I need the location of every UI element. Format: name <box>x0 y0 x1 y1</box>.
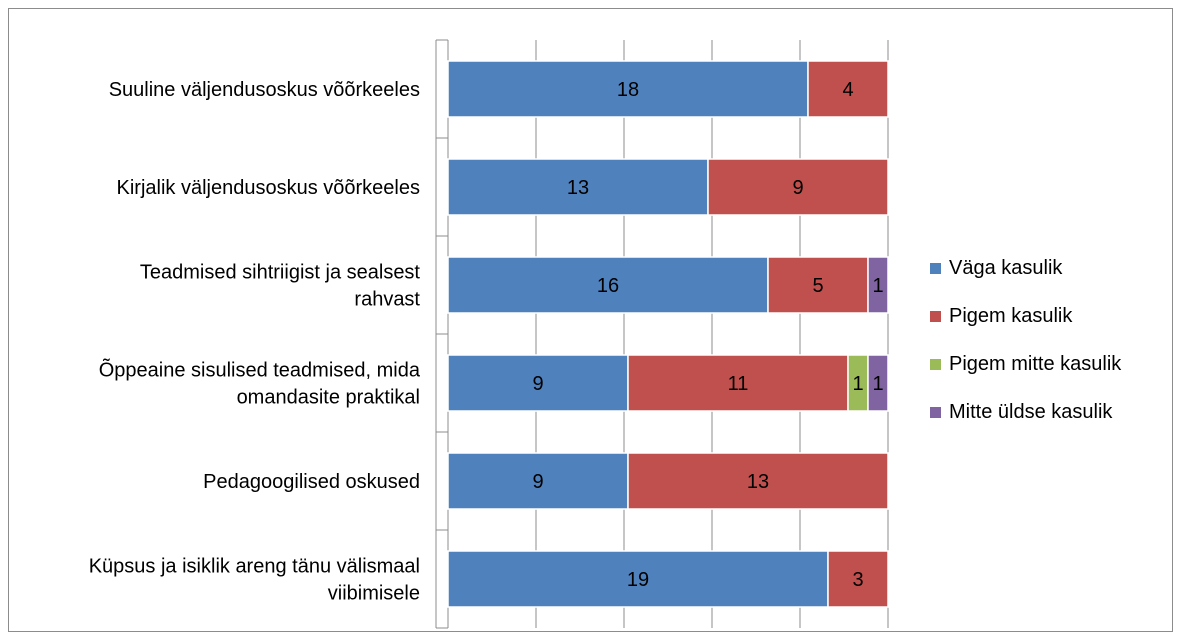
category-label: Küpsus ja isiklik areng tänu välismaal <box>89 556 420 578</box>
legend-swatch <box>930 262 941 274</box>
data-label: 13 <box>747 471 769 493</box>
legend-label: Pigem kasulik <box>949 304 1073 327</box>
data-label: 9 <box>792 177 803 199</box>
data-label: 19 <box>627 569 649 591</box>
data-label: 9 <box>532 471 543 493</box>
data-label: 18 <box>617 79 639 101</box>
category-label: omandasite praktikal <box>237 387 420 409</box>
category-label: Teadmised sihtriigist ja sealsest <box>140 262 421 284</box>
legend-item: Väga kasulik <box>930 244 1170 292</box>
legend-swatch <box>930 310 941 322</box>
legend-item: Pigem kasulik <box>930 292 1170 340</box>
data-label: 5 <box>812 275 823 297</box>
bar-segment <box>447 452 629 510</box>
bar-segment <box>447 550 829 608</box>
legend-swatch <box>930 358 941 370</box>
category-label: Pedagoogilised oskused <box>203 471 420 493</box>
data-label: 11 <box>728 373 749 395</box>
bar-segment <box>807 60 889 118</box>
bar-segment <box>447 158 709 216</box>
bar-segment <box>447 354 629 412</box>
data-label: 16 <box>597 275 619 297</box>
category-label: Õppeaine sisulised teadmised, mida <box>99 358 421 382</box>
bar-segment <box>867 256 889 314</box>
legend: Väga kasulik Pigem kasulik Pigem mitte k… <box>930 244 1170 436</box>
data-label: 13 <box>567 177 589 199</box>
legend-label: Väga kasulik <box>949 256 1063 279</box>
bar-segment <box>627 354 849 412</box>
data-label: 3 <box>852 569 863 591</box>
category-label: Suuline väljendusoskus võõrkeeles <box>109 79 420 101</box>
legend-label: Pigem mitte kasulik <box>949 352 1122 375</box>
legend-swatch <box>930 406 941 418</box>
data-label: 1 <box>872 275 883 297</box>
bar-segment <box>707 158 889 216</box>
category-label: rahvast <box>354 289 420 311</box>
category-label: viibimisele <box>328 583 420 605</box>
bar-segment <box>827 550 889 608</box>
bar-segment <box>627 452 889 510</box>
bar-segment <box>767 256 869 314</box>
data-label: 1 <box>872 373 883 395</box>
legend-label: Mitte üldse kasulik <box>949 400 1113 423</box>
category-label: Kirjalik väljendusoskus võõrkeeles <box>117 177 420 199</box>
data-label: 9 <box>532 373 543 395</box>
legend-item: Pigem mitte kasulik <box>930 340 1170 388</box>
data-label: 1 <box>852 373 863 395</box>
legend-item: Mitte üldse kasulik <box>930 388 1170 436</box>
data-label: 4 <box>842 79 853 101</box>
bar-segment <box>447 256 769 314</box>
bar-segment <box>867 354 889 412</box>
